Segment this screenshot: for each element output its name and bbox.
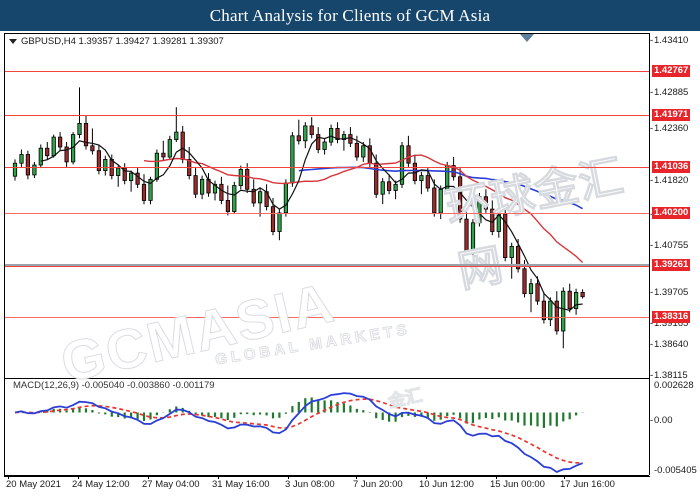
price-label-highlight: 1.38316 [652, 311, 691, 323]
macd-svg [14, 392, 584, 474]
time-tick-label: 10 Jun 12:00 [419, 479, 474, 490]
candlestick-svg [12, 87, 585, 349]
price-tick: -1.42885 [650, 87, 689, 98]
level-line-1-41036 [5, 167, 650, 168]
macd-pane[interactable]: MACD(12,26,9) -0.005040 -0.003860 -0.001… [4, 378, 650, 477]
time-tick-label: 17 Jun 16:00 [560, 479, 615, 490]
time-tick-label: 27 May 04:00 [142, 479, 200, 490]
price-tick: -1.39165 [650, 318, 689, 329]
macd-info-label: MACD(12,26,9) -0.005040 -0.003860 -0.001… [13, 380, 215, 391]
price-tick: -1.43410 [650, 35, 689, 46]
time-axis-line [4, 475, 649, 476]
time-tick-label: 7 Jun 20:00 [353, 479, 403, 490]
macd-tick: -0.005405 [654, 465, 697, 476]
price-axis-line [649, 33, 650, 475]
time-tick-label: 31 May 16:00 [212, 479, 270, 490]
price-label-highlight: 1.40200 [652, 207, 691, 219]
current-price-line [5, 264, 650, 267]
symbol-info-label: GBPUSD,H4 1.39357 1.39427 1.39281 1.3930… [21, 36, 224, 47]
price-tick: -1.38640 [650, 339, 689, 350]
macd-tick: -0.00 [650, 415, 673, 426]
price-tick: -1.39705 [650, 287, 689, 298]
level-line-1-38316 [5, 317, 650, 318]
price-label-highlight: 1.41971 [652, 109, 691, 121]
chevron-down-icon[interactable] [9, 39, 17, 44]
level-line-1-39261 [5, 266, 650, 267]
level-line-1-40200 [5, 213, 650, 214]
price-tick: -1.40755 [650, 240, 689, 251]
level-line-1-42767 [5, 71, 650, 72]
price-tick: -1.41820 [650, 175, 689, 186]
macd-tick: 0.002628 [654, 380, 694, 391]
time-tick-label: 24 May 12:00 [72, 479, 130, 490]
top-marker-icon [520, 34, 534, 42]
price-chart-pane[interactable]: GBPUSD,H4 1.39357 1.39427 1.39281 1.3930… [4, 33, 650, 380]
time-tick-label: 15 Jun 00:00 [490, 479, 545, 490]
price-label-highlight: 1.39261 [652, 259, 691, 271]
price-label-highlight: 1.42767 [652, 65, 691, 77]
time-tick-label: 3 Jun 08:00 [285, 479, 335, 490]
page-title: Chart Analysis for Clients of GCM Asia [209, 6, 491, 25]
chart-frame: GBPUSD,H4 1.39357 1.39427 1.39281 1.3930… [4, 33, 697, 495]
level-line-1-41971 [5, 115, 650, 116]
title-bar: Chart Analysis for Clients of GCM Asia [0, 0, 700, 31]
price-tick: -1.42360 [650, 123, 689, 134]
price-axis: -1.43410 -1.42885 -1.42360 -1.41820 -1.4… [650, 33, 700, 476]
price-label-highlight: 1.41036 [652, 161, 691, 173]
price-tick: -1.38115 [650, 370, 688, 381]
time-tick-label: 20 May 2021 [6, 479, 61, 490]
